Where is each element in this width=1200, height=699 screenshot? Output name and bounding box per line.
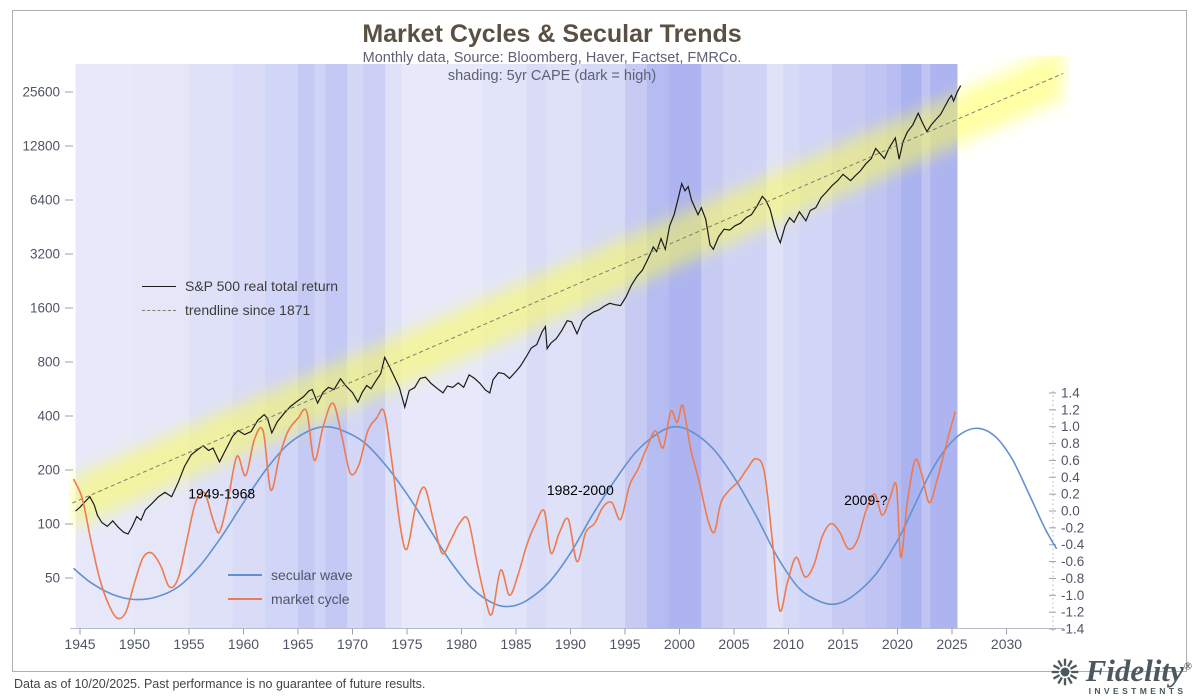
legend-label-sp500: S&P 500 real total return bbox=[185, 278, 339, 294]
fidelity-investments-label: INVESTMENTS bbox=[1088, 686, 1187, 697]
right-axis-label: 0.2 bbox=[1061, 487, 1080, 502]
x-axis-label: 1980 bbox=[446, 636, 477, 652]
annotation-label: 1949-1968 bbox=[188, 485, 255, 501]
x-axis-label: 1990 bbox=[555, 636, 586, 652]
x-axis-label: 1945 bbox=[64, 636, 95, 652]
fidelity-logo: Fidelity® INVESTMENTS bbox=[1049, 653, 1192, 697]
right-axis-label: 0.6 bbox=[1061, 453, 1080, 468]
right-axis-label: -0.6 bbox=[1061, 554, 1084, 569]
left-axis-label: 400 bbox=[37, 409, 60, 424]
x-axis-label: 1950 bbox=[119, 636, 150, 652]
x-axis-label: 2005 bbox=[718, 636, 749, 652]
x-axis-label: 1975 bbox=[391, 636, 422, 652]
legend-label-market-cycle: market cycle bbox=[271, 591, 350, 607]
legend-swatch-cycle bbox=[228, 598, 262, 600]
right-axis-label: 1.4 bbox=[1061, 385, 1080, 400]
left-axis-label: 12800 bbox=[22, 139, 60, 154]
right-axis-label: -1.2 bbox=[1061, 605, 1084, 620]
x-axis-label: 2020 bbox=[882, 636, 913, 652]
annotation-label: 1982-2000 bbox=[547, 482, 614, 498]
left-axis-label: 50 bbox=[45, 571, 60, 586]
fidelity-wordmark: Fidelity bbox=[1085, 653, 1184, 688]
x-axis-label: 1955 bbox=[173, 636, 204, 652]
right-axis-label: 0.8 bbox=[1061, 436, 1080, 451]
registered-mark: ® bbox=[1183, 660, 1192, 673]
right-axis-label: -0.2 bbox=[1061, 520, 1084, 535]
right-axis-label: 1.0 bbox=[1061, 419, 1080, 434]
x-axis-label: 2025 bbox=[936, 636, 967, 652]
x-axis-label: 1995 bbox=[609, 636, 640, 652]
left-axis-label: 3200 bbox=[30, 247, 60, 262]
right-axis-label: 0.4 bbox=[1061, 470, 1080, 485]
x-axis-label: 1965 bbox=[282, 636, 313, 652]
legend-top: S&P 500 real total return trendline sinc… bbox=[142, 278, 338, 318]
left-axis-label: 6400 bbox=[30, 193, 60, 208]
legend-item-secular-wave: secular wave bbox=[228, 567, 353, 583]
x-axis-label: 2010 bbox=[773, 636, 804, 652]
x-axis-label: 1985 bbox=[500, 636, 531, 652]
legend-swatch-sp500 bbox=[142, 285, 176, 287]
right-axis-label: -0.8 bbox=[1061, 571, 1084, 586]
market-cycle-line bbox=[72, 402, 957, 620]
right-axis-label: -1.0 bbox=[1061, 588, 1084, 603]
left-axis-label: 100 bbox=[37, 517, 60, 532]
chart-subtitle-shading: shading: 5yr CAPE (dark = high) bbox=[447, 68, 657, 84]
legend-swatch-trendline bbox=[142, 309, 176, 311]
trend-band bbox=[72, 56, 1064, 529]
annotation-label: 2009-? bbox=[844, 492, 888, 508]
chart-title: Market Cycles & Secular Trends bbox=[362, 20, 742, 48]
left-axis-label: 1600 bbox=[30, 301, 60, 316]
footer-disclaimer: Data as of 10/20/2025. Past performance … bbox=[14, 677, 426, 691]
left-axis-label: 200 bbox=[37, 463, 60, 478]
sp500-line bbox=[75, 85, 962, 535]
legend-label-trendline: trendline since 1871 bbox=[185, 302, 311, 318]
left-axis-label: 25600 bbox=[22, 85, 60, 100]
left-axis-label: 800 bbox=[37, 355, 60, 370]
right-axis-label: -0.4 bbox=[1061, 537, 1085, 552]
legend-item-market-cycle: market cycle bbox=[228, 591, 353, 607]
axes: 1945 1950 1955 1960 1965 1970 1975 1980 1985 1990… bbox=[22, 85, 1084, 653]
chart-subtitle-source: Monthly data, Source: Bloomberg, Haver, … bbox=[362, 50, 742, 66]
trendline-line bbox=[72, 72, 1064, 504]
legend-bottom: secular wave market cycle bbox=[228, 567, 353, 607]
x-axis-label: 2030 bbox=[991, 636, 1022, 652]
x-axis-label: 2015 bbox=[827, 636, 858, 652]
fidelity-sun-icon bbox=[1051, 658, 1078, 686]
x-axis-label: 1960 bbox=[228, 636, 259, 652]
secular-wave-line bbox=[72, 425, 1058, 608]
right-axis-label: -1.4 bbox=[1061, 622, 1085, 637]
x-axis-label: 2000 bbox=[664, 636, 695, 652]
legend-item-trendline: trendline since 1871 bbox=[142, 302, 338, 318]
cape-shading bbox=[75, 64, 958, 628]
legend-label-secular-wave: secular wave bbox=[271, 567, 353, 583]
legend-item-sp500: S&P 500 real total return bbox=[142, 278, 338, 294]
right-axis-label: 1.2 bbox=[1061, 402, 1080, 417]
right-axis-label: 0.0 bbox=[1061, 504, 1080, 519]
legend-swatch-secular bbox=[228, 574, 262, 576]
x-axis-label: 1970 bbox=[337, 636, 368, 652]
